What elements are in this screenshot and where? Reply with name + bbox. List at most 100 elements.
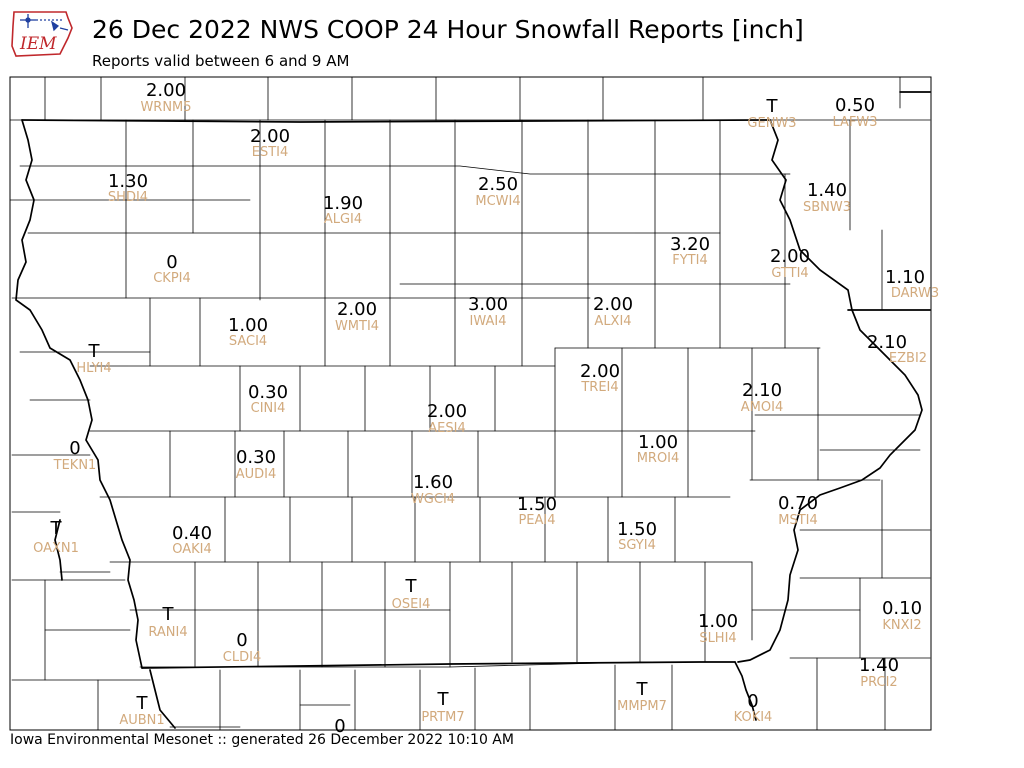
station-id: RANI4 — [148, 625, 187, 640]
station-id: KNXI2 — [882, 618, 921, 633]
iem-logo: IEM — [10, 6, 74, 62]
snowfall-value: T — [437, 689, 450, 710]
snowfall-value: T — [636, 679, 649, 700]
snowfall-value: 2.00 — [427, 401, 467, 422]
snowfall-value: 2.10 — [867, 332, 907, 353]
snowfall-value: T — [766, 96, 779, 117]
station-id: SLHI4 — [699, 631, 736, 646]
station-id: HLYI4 — [76, 361, 111, 376]
snowfall-value: 1.00 — [638, 432, 678, 453]
snowfall-value: 2.00 — [580, 361, 620, 382]
page-title: 26 Dec 2022 NWS COOP 24 Hour Snowfall Re… — [92, 15, 804, 44]
snowfall-value: 1.40 — [807, 180, 847, 201]
windmill-icon — [20, 14, 69, 32]
station-id: PRTM7 — [421, 710, 464, 725]
snowfall-value: 0 — [236, 630, 247, 651]
snowfall-value: T — [136, 693, 149, 714]
station-id: AUDI4 — [236, 467, 277, 482]
snowfall-value: 1.30 — [108, 171, 148, 192]
snowfall-value: 2.00 — [593, 294, 633, 315]
station-id: MSTI4 — [778, 513, 818, 528]
station-id: KOKI4 — [734, 710, 773, 725]
station-id: AESI4 — [428, 421, 465, 436]
station-id: IWAI4 — [470, 314, 507, 329]
snowfall-value: 0.50 — [835, 95, 875, 116]
snowfall-value: 3.00 — [468, 294, 508, 315]
station-id: ALGI4 — [324, 212, 362, 227]
snowfall-value: 1.90 — [323, 193, 363, 214]
station-id: DARW3 — [891, 286, 939, 301]
county-boundaries — [10, 77, 931, 730]
snowfall-value: 2.50 — [478, 174, 518, 195]
station-id: MMPM7 — [617, 699, 667, 714]
station-id: PEAI4 — [518, 513, 555, 528]
station-id: SGYI4 — [618, 538, 656, 553]
station-id: ALXI4 — [594, 314, 631, 329]
station-id: FYTI4 — [672, 253, 707, 268]
snowfall-value: T — [88, 341, 101, 362]
snowfall-value: 0 — [69, 438, 80, 459]
snowfall-value: 1.60 — [413, 472, 453, 493]
footer-text: Iowa Environmental Mesonet :: generated … — [10, 732, 514, 748]
snowfall-value: 0 — [747, 691, 758, 712]
station-report: 0 — [334, 716, 345, 737]
station-report: T OAXN1 — [33, 518, 79, 556]
station-id: EZBI2 — [889, 351, 927, 366]
snowfall-value: 1.10 — [885, 267, 925, 288]
station-id: MCWI4 — [475, 194, 520, 209]
station-id: AMOI4 — [741, 400, 783, 415]
snowfall-value: 0.40 — [172, 523, 212, 544]
station-id: LAFW3 — [832, 115, 877, 130]
station-id: OAKI4 — [172, 542, 212, 557]
snowfall-value: 1.40 — [859, 655, 899, 676]
snowfall-value: 1.00 — [228, 315, 268, 336]
snowfall-value: 3.20 — [670, 234, 710, 255]
map-frame — [9, 76, 932, 731]
snowfall-value: 0.10 — [882, 598, 922, 619]
station-id: OSEI4 — [392, 597, 431, 612]
station-id: GTTI4 — [771, 266, 808, 281]
page-subtitle: Reports valid between 6 and 9 AM — [92, 52, 350, 70]
station-id: TREI4 — [580, 380, 618, 395]
station-id: AUBN1 — [119, 713, 164, 728]
station-id: WGCI4 — [411, 492, 455, 507]
station-id: CINI4 — [251, 401, 286, 416]
snowfall-value: 0 — [166, 252, 177, 273]
station-id: SACI4 — [229, 334, 267, 349]
station-id: MROI4 — [637, 451, 680, 466]
snowfall-value: 1.50 — [617, 519, 657, 540]
snowfall-value: 1.00 — [698, 611, 738, 632]
snowfall-value: 0.70 — [778, 493, 818, 514]
